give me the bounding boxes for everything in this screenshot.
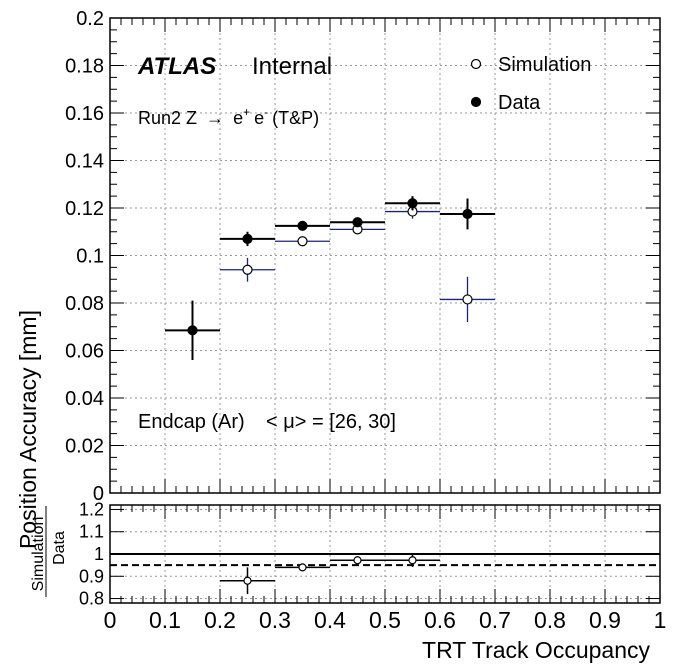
ratio-reference-lines <box>110 553 660 567</box>
data-point <box>407 198 418 209</box>
x-tick-label: 0.2 <box>204 607 236 633</box>
data-point <box>187 325 198 336</box>
main-data-points <box>165 196 495 360</box>
process-label: Run2 Z → e+ e- (T&P) <box>138 105 319 128</box>
ratio-plot-panel: 0.80.911.11.2 0 0.1 0.2 0.3 0.4 0.5 0.6 0.7 0.8 0… <box>30 499 666 663</box>
y-axis-title: Position Accuracy [mm] <box>15 310 41 549</box>
ratio-point <box>243 576 252 585</box>
ratio-y-tick-labels: 0.8 0.911.1 1.2 <box>79 499 104 608</box>
main-plot-panel: 00.020.040.060.080.10.120.140.160.180.2 … <box>15 8 661 549</box>
internal-label: Internal <box>252 53 332 80</box>
main-ytick-label: 0.1 <box>76 246 104 268</box>
main-plot-frame <box>109 17 661 494</box>
main-grid <box>110 18 660 493</box>
main-ytick-label: 0.08 <box>65 293 104 315</box>
x-tick-labels: 0 0.1 0.2 0.3 0.4 0.5 0.6 0.7 0.8 0.9 1 <box>104 607 667 633</box>
main-ytick-label: 0.18 <box>65 56 104 78</box>
x-tick-label: 0.7 <box>479 607 511 633</box>
legend-data-marker <box>470 96 482 108</box>
data-point <box>242 233 253 244</box>
main-ytick-label: 0.14 <box>65 151 104 173</box>
ratio-ytick-label: 1.2 <box>79 499 104 519</box>
ratio-point <box>298 563 307 572</box>
ratio-ytick-label: 0.8 <box>79 589 104 609</box>
x-tick-label: 0.1 <box>149 607 181 633</box>
data-point <box>297 220 308 231</box>
x-tick-label: 0.8 <box>534 607 566 633</box>
ratio-plot-frame <box>109 504 661 604</box>
ratio-y-axis-title: Simulation Data <box>30 506 68 597</box>
ratio-ytick-label: 0.9 <box>79 566 104 586</box>
legend: Simulation Data <box>470 54 591 114</box>
ratio-point <box>408 556 417 565</box>
region-label: Endcap (Ar) <box>138 411 245 433</box>
main-ytick-label: 0.12 <box>65 198 104 220</box>
data-point <box>352 217 363 228</box>
data-point <box>462 208 473 220</box>
ratio-ytick-label: 1.1 <box>79 522 104 542</box>
main-ytick-label: 0.04 <box>65 388 104 410</box>
x-tick-label: 0.5 <box>369 607 401 633</box>
main-ytick-label: 0 <box>93 483 104 505</box>
ratio-data-points <box>220 553 440 595</box>
pileup-label: < μ> = [26, 30] <box>266 411 396 433</box>
ratio-ytick-label: 1 <box>94 544 104 564</box>
x-tick-label: 0.9 <box>589 607 621 633</box>
x-tick-label: 0.6 <box>424 607 456 633</box>
simulation-point <box>297 236 308 247</box>
x-tick-label: 0.4 <box>314 607 346 633</box>
x-tick-label: 1 <box>654 607 667 633</box>
main-ytick-label: 0.06 <box>65 341 104 363</box>
x-axis-title: TRT Track Occupancy <box>422 637 650 663</box>
main-y-tick-labels: 0 0.02 0.04 0.06 0.08 0.1 0.12 0.14 0.16 0.18 0.2 <box>65 8 104 505</box>
legend-data-label: Data <box>498 92 541 114</box>
legend-simulation-marker <box>470 58 482 70</box>
ratio-y-title-numerator: Simulation <box>30 517 47 592</box>
main-axis-ticks <box>109 17 661 494</box>
ratio-point <box>353 556 362 565</box>
x-tick-label: 0.3 <box>259 607 291 633</box>
main-ytick-label: 0.02 <box>65 436 104 458</box>
main-ytick-label: 0.16 <box>65 103 104 125</box>
simulation-point <box>462 294 473 305</box>
main-ytick-label: 0.2 <box>76 8 104 30</box>
legend-simulation-label: Simulation <box>498 54 591 76</box>
simulation-point <box>242 264 253 275</box>
atlas-label: ATLAS <box>137 53 216 80</box>
ratio-y-title-denominator: Data <box>51 531 68 565</box>
x-tick-label: 0 <box>104 607 117 633</box>
